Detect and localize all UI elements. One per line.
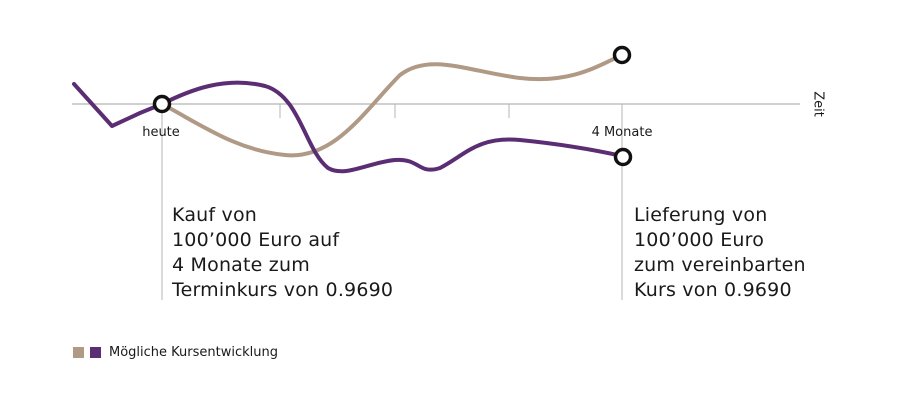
purchase-annotation: Kauf von 100’000 Euro auf 4 Monate zum T… bbox=[172, 203, 393, 303]
legend-label: Mögliche Kursentwicklung bbox=[109, 345, 278, 360]
annotation-line: 100’000 Euro auf bbox=[172, 229, 340, 251]
annotation-line: zum vereinbarten bbox=[634, 254, 806, 276]
annotation-line: Terminkurs von 0.9690 bbox=[172, 279, 394, 301]
rate-path-tan bbox=[160, 53, 624, 158]
annotation-line: Lieferung von bbox=[634, 204, 768, 226]
delivery-annotation: Lieferung von 100’000 Euro zum vereinbar… bbox=[634, 203, 806, 303]
legend-swatch-purple bbox=[90, 347, 101, 358]
purple-end-marker bbox=[613, 147, 633, 167]
legend: Mögliche Kursentwicklung bbox=[73, 345, 278, 360]
axis-title: Zeit bbox=[811, 91, 826, 117]
rate-path-purple bbox=[72, 80, 624, 174]
annotation-line: Kauf von bbox=[172, 204, 258, 226]
start-point-marker bbox=[152, 94, 172, 114]
tan-end-marker bbox=[612, 45, 632, 65]
tick-label-today: heute bbox=[142, 125, 180, 140]
annotation-line: 4 Monate zum bbox=[172, 254, 310, 276]
annotation-line: 100’000 Euro bbox=[634, 229, 765, 251]
legend-swatch-tan bbox=[73, 347, 84, 358]
tick-label-four-months: 4 Monate bbox=[592, 125, 653, 140]
annotation-line: Kurs von 0.9690 bbox=[634, 279, 792, 301]
